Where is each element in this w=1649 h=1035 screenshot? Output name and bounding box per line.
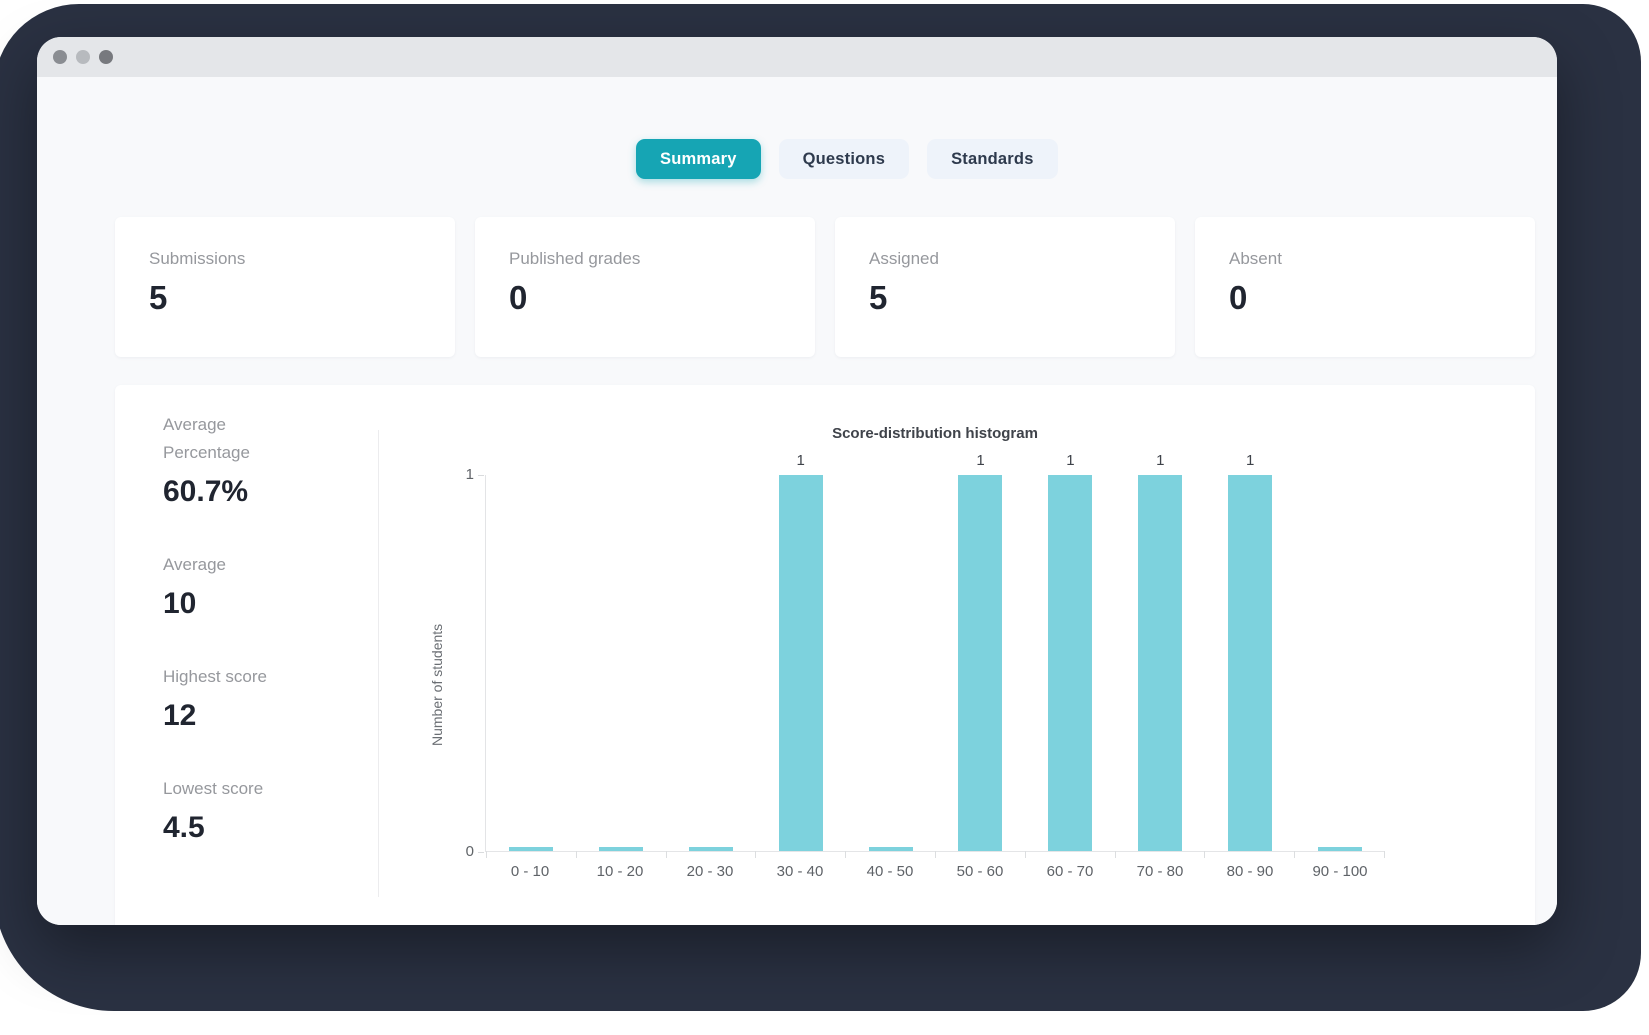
card-absent: Absent 0 xyxy=(1195,217,1535,357)
stat-value: 12 xyxy=(163,699,197,733)
app-window: Summary Questions Standards Submissions … xyxy=(37,37,1557,925)
window-titlebar[interactable] xyxy=(37,37,1557,77)
stat-label: Average xyxy=(163,555,227,575)
window-dot-icon[interactable] xyxy=(99,50,113,64)
stat-value: 4.5 xyxy=(163,811,205,845)
bar-cell: 1 xyxy=(756,452,846,851)
bar-value-label: 1 xyxy=(1246,452,1255,469)
tab-questions[interactable]: Questions xyxy=(778,139,910,179)
x-axis-label: 10 - 20 xyxy=(596,863,644,880)
bar-90-100 xyxy=(1318,847,1363,851)
stat-average: Average 10 xyxy=(163,551,333,621)
bar-value-label: 1 xyxy=(1156,452,1165,469)
bar-10-20 xyxy=(598,847,643,851)
stat-cards-row: Submissions 5 Published grades 0 Assigne… xyxy=(115,217,1535,357)
bar-value-label: 1 xyxy=(796,452,805,469)
bar-cell xyxy=(576,475,666,851)
chart-bars: 1 1 1 1 1 xyxy=(486,452,1385,851)
x-axis-label: 0 - 10 xyxy=(510,863,550,880)
bar-70-80: 1 xyxy=(1138,452,1183,851)
x-axis-label: 90 - 100 xyxy=(1312,863,1368,880)
bar-cell xyxy=(666,475,756,851)
x-axis-label: 40 - 50 xyxy=(866,863,914,880)
tab-standards[interactable]: Standards xyxy=(927,139,1058,179)
x-axis-ticks xyxy=(486,851,1385,858)
bar-cell xyxy=(486,475,576,851)
x-tick-mark xyxy=(665,851,667,858)
bar-cell xyxy=(846,475,936,851)
x-tick-mark xyxy=(934,851,936,858)
card-label: Submissions xyxy=(149,249,246,268)
chart-x-labels: 0 - 10 10 - 20 20 - 30 30 - 40 40 - 50 50 - 6… xyxy=(485,863,1385,880)
score-distribution-chart: Score-distribution histogram Number of s… xyxy=(415,405,1495,925)
bar-0-10 xyxy=(508,847,553,851)
bar-cell: 1 xyxy=(1115,452,1205,851)
x-tick-mark xyxy=(845,851,847,858)
x-tick-mark xyxy=(1383,851,1385,858)
x-axis-label: 30 - 40 xyxy=(776,863,824,880)
chart-plot-area: 1 0 1 1 1 1 1 xyxy=(466,452,1385,860)
stat-label: Average Percentage xyxy=(163,415,250,463)
tab-bar: Summary Questions Standards xyxy=(636,139,1058,179)
card-value: 5 xyxy=(869,279,888,316)
x-axis-label: 60 - 70 xyxy=(1046,863,1094,880)
y-tick-0: 0 xyxy=(465,843,485,860)
x-tick-mark xyxy=(486,851,487,858)
bar-value-label: 1 xyxy=(1066,452,1075,469)
bar-30-40: 1 xyxy=(778,452,823,851)
window-dot-icon[interactable] xyxy=(53,50,67,64)
bar-cell: 1 xyxy=(936,452,1026,851)
summary-panel: Average Percentage 60.7% Average 10 High… xyxy=(115,385,1535,925)
x-tick-mark xyxy=(1204,851,1206,858)
card-published-grades: Published grades 0 xyxy=(475,217,815,357)
bar-50-60: 1 xyxy=(958,452,1003,851)
x-tick-mark xyxy=(1024,851,1026,858)
card-assigned: Assigned 5 xyxy=(835,217,1175,357)
window-dot-icon[interactable] xyxy=(76,50,90,64)
stat-label: Highest score xyxy=(163,667,267,687)
card-value: 0 xyxy=(1229,279,1248,316)
bar-20-30 xyxy=(688,847,733,851)
x-axis-label: 80 - 90 xyxy=(1226,863,1274,880)
x-tick-mark xyxy=(1294,851,1296,858)
card-label: Absent xyxy=(1229,249,1282,268)
card-value: 5 xyxy=(149,279,168,316)
stat-value: 10 xyxy=(163,587,197,621)
x-axis-label: 70 - 80 xyxy=(1136,863,1184,880)
bar-cell: 1 xyxy=(1025,452,1115,851)
y-axis-label: Number of students xyxy=(429,623,445,747)
stat-average-percentage: Average Percentage 60.7% xyxy=(163,411,333,509)
stat-lowest-score: Lowest score 4.5 xyxy=(163,775,333,845)
y-tick-1: 1 xyxy=(465,466,485,483)
x-tick-mark xyxy=(575,851,577,858)
tab-summary[interactable]: Summary xyxy=(636,139,761,179)
summary-stats: Average Percentage 60.7% Average 10 High… xyxy=(163,411,333,845)
x-axis-label: 50 - 60 xyxy=(956,863,1004,880)
card-submissions: Submissions 5 xyxy=(115,217,455,357)
card-label: Assigned xyxy=(869,249,939,268)
bar-60-70: 1 xyxy=(1048,452,1093,851)
bar-cell: 1 xyxy=(1205,452,1295,851)
stat-label: Lowest score xyxy=(163,779,264,799)
bar-cell xyxy=(1295,475,1385,851)
bar-value-label: 1 xyxy=(976,452,985,469)
vertical-divider xyxy=(378,430,379,897)
card-label: Published grades xyxy=(509,249,641,268)
bar-40-50 xyxy=(868,847,913,851)
chart-title: Score-distribution histogram xyxy=(832,425,1038,442)
stat-highest-score: Highest score 12 xyxy=(163,663,333,733)
window-content: Summary Questions Standards Submissions … xyxy=(37,77,1557,925)
x-tick-mark xyxy=(755,851,757,858)
x-axis-label: 20 - 30 xyxy=(686,863,734,880)
x-tick-mark xyxy=(1114,851,1116,858)
bar-80-90: 1 xyxy=(1228,452,1273,851)
stat-value: 60.7% xyxy=(163,475,249,509)
card-value: 0 xyxy=(509,279,528,316)
